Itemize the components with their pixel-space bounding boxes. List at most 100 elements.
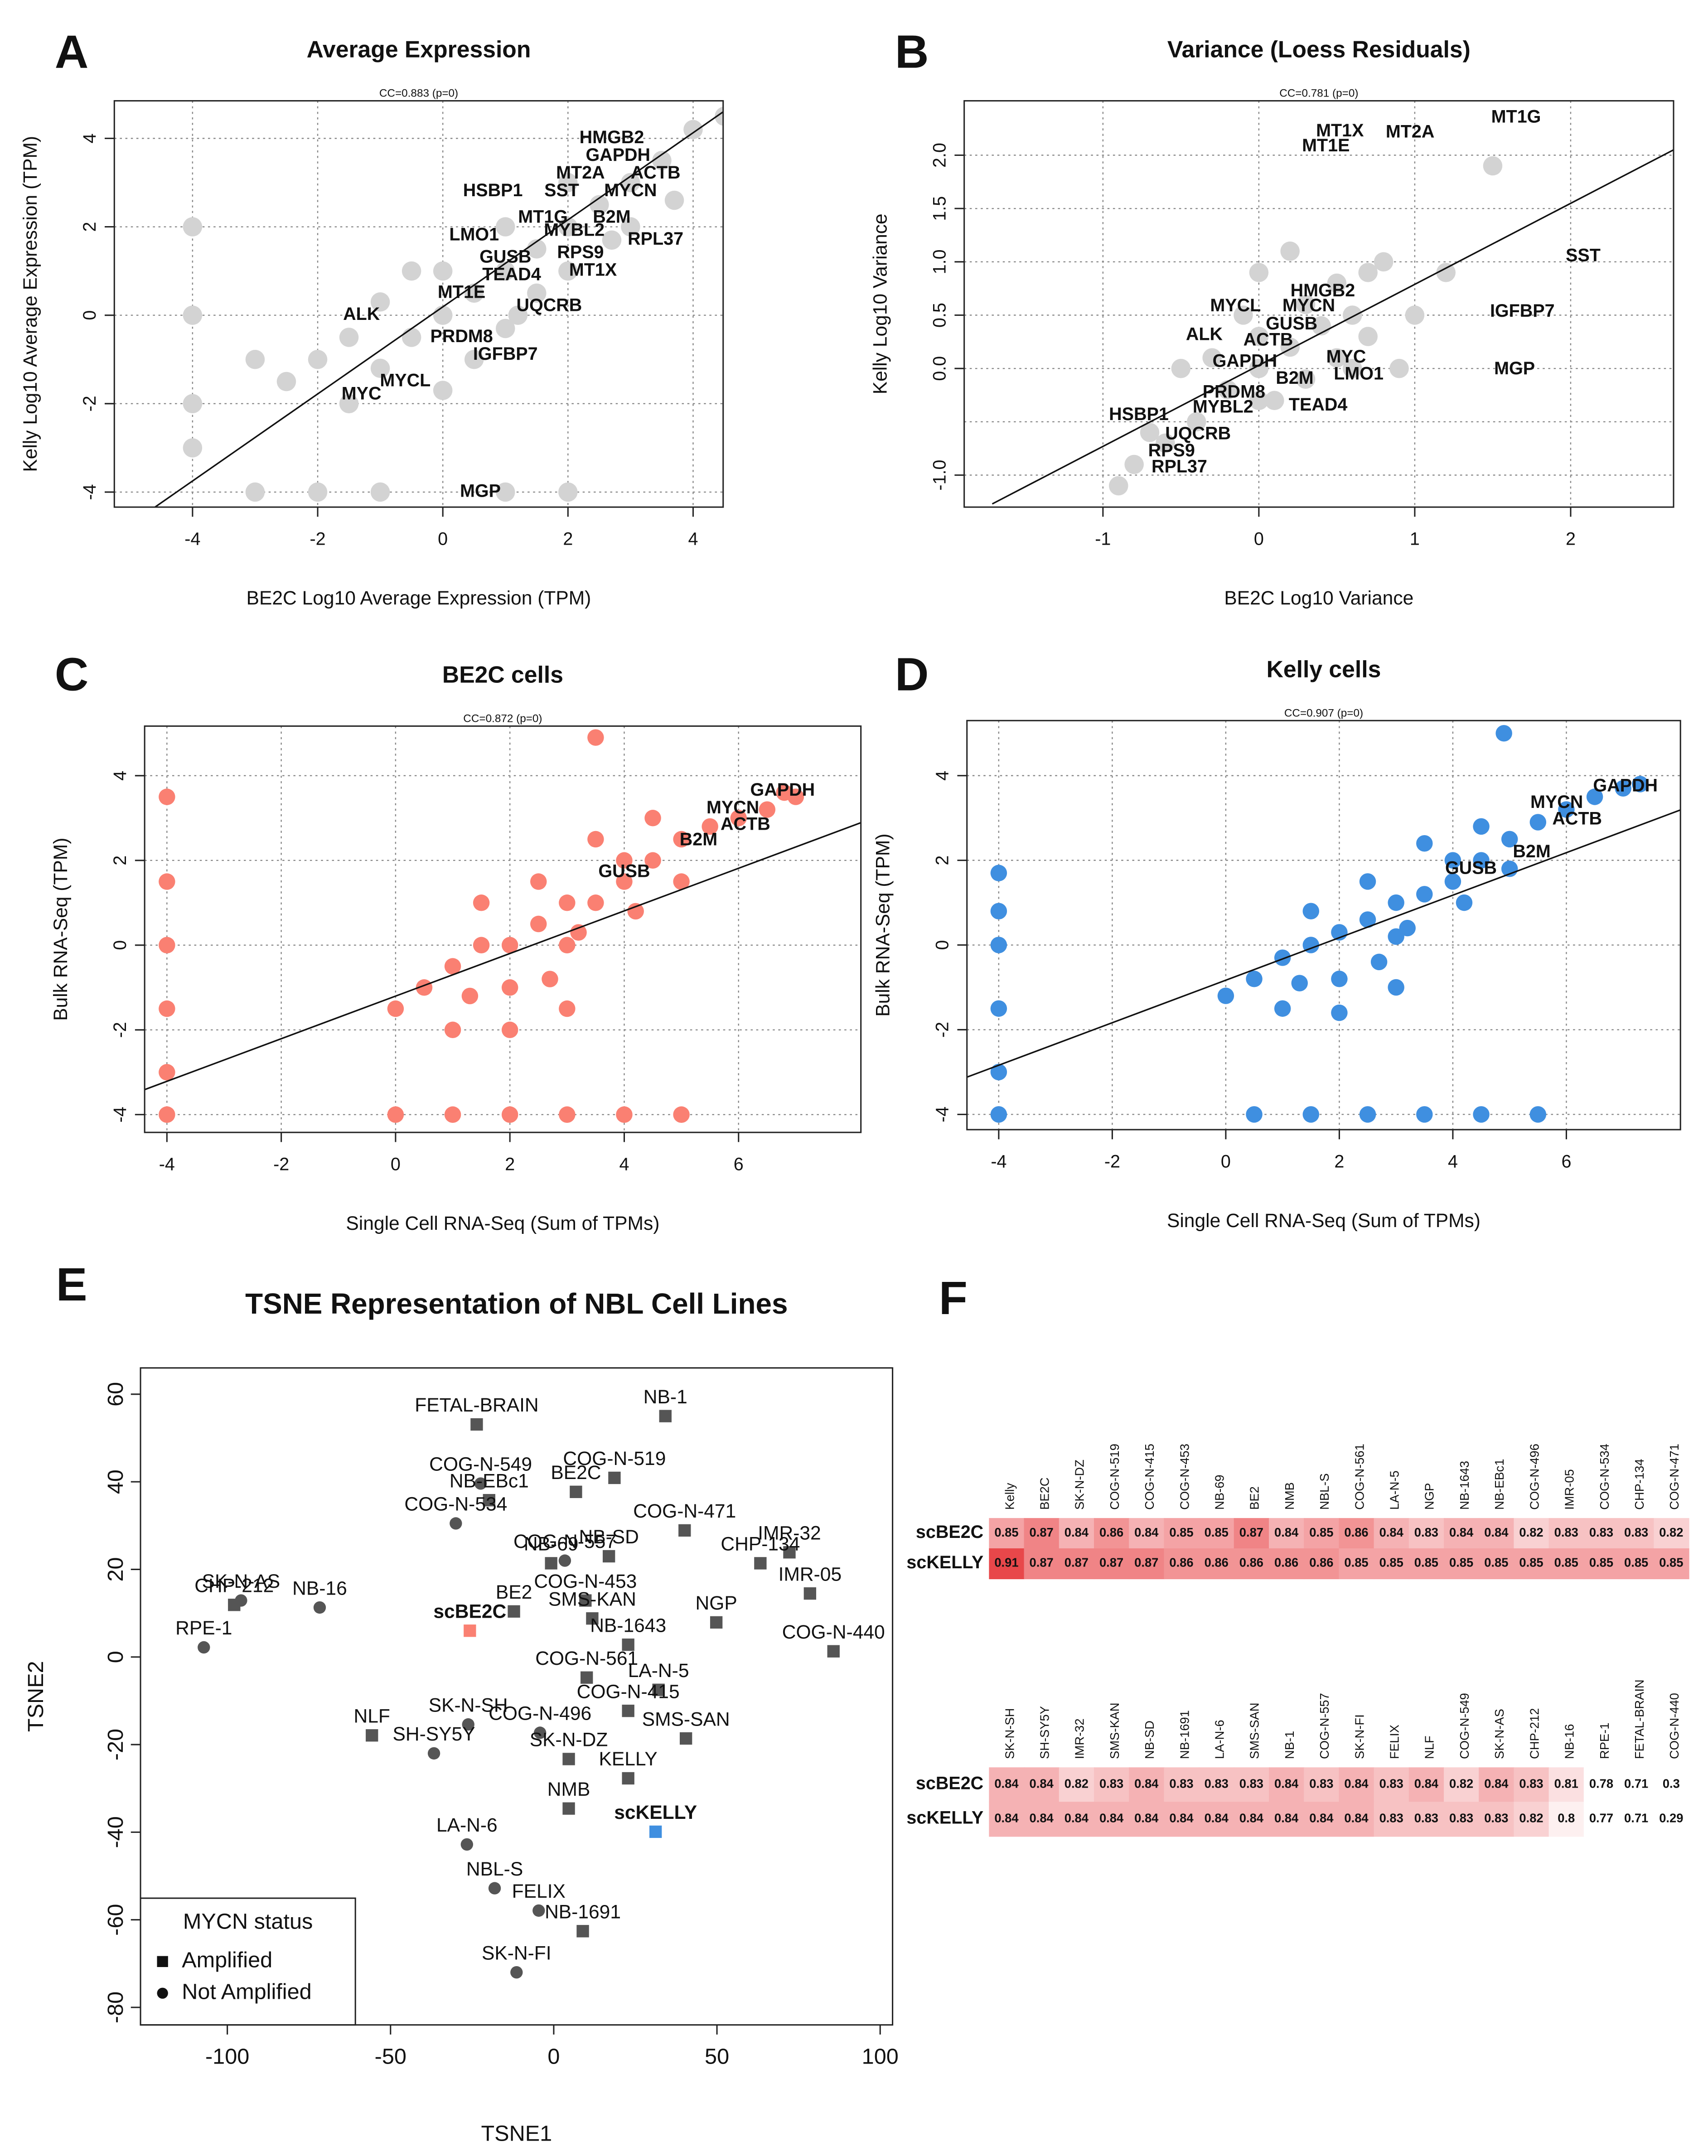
cell-value: 0.85 [1659, 1556, 1683, 1570]
sample-marker [532, 1904, 545, 1917]
point [245, 482, 265, 502]
gene-label: MGP [460, 481, 501, 501]
point [1331, 1004, 1348, 1021]
x-tick-label: 0 [391, 1154, 401, 1174]
gene-label: GUSB [1445, 858, 1497, 878]
gene-label: ACTB [1244, 329, 1293, 349]
gene-label: PRDM8 [1203, 382, 1265, 402]
y-tick-label: -20 [103, 1729, 128, 1760]
point [1265, 391, 1284, 411]
point [159, 1000, 175, 1017]
y-tick-label: 0 [110, 940, 130, 950]
chart-title: Average Expression [307, 36, 531, 63]
point [1501, 831, 1518, 848]
legend-title: MYCN status [183, 1909, 313, 1934]
sample-label: COG-N-471 [633, 1500, 736, 1522]
cell-value: 0.84 [1274, 1776, 1299, 1790]
sample-marker [576, 1925, 589, 1938]
point [558, 173, 578, 193]
column-label: LA-N-6 [1213, 1720, 1227, 1759]
gene-label: MT1X [1316, 121, 1364, 140]
sample-label: COG-N-557 [513, 1531, 616, 1552]
panel-letter: A [55, 25, 89, 77]
x-tick-label: -2 [1104, 1151, 1120, 1171]
sample-label: COG-N-561 [535, 1648, 638, 1669]
gene-label: MYCL [1210, 295, 1261, 315]
column-label: Kelly [1002, 1483, 1016, 1510]
column-label: NB-SD [1142, 1721, 1156, 1759]
sample-label: LA-N-6 [436, 1814, 498, 1836]
heat-cell [1304, 1767, 1340, 1803]
cell-value: 0.77 [1589, 1811, 1613, 1825]
point [673, 1106, 690, 1123]
cell-value: 0.84 [1239, 1811, 1264, 1825]
row-label: scKELLY [906, 1808, 983, 1828]
column-label: SK-N-AS [1492, 1709, 1506, 1759]
point [444, 1106, 461, 1123]
sample-label: SK-N-FI [482, 1942, 552, 1964]
sample-marker [622, 1639, 634, 1651]
column-label: CHP-134 [1632, 1459, 1646, 1509]
gene-label: MYCN [706, 798, 759, 817]
chart-title: BE2C cells [442, 662, 563, 688]
cell-value: 0.83 [1239, 1776, 1263, 1790]
x-tick-label: 6 [734, 1154, 744, 1174]
sample-marker [608, 1471, 621, 1484]
column-label: SK-N-SH [1002, 1708, 1016, 1759]
heat-cell [1094, 1518, 1130, 1549]
cell-value: 0.84 [1344, 1776, 1369, 1790]
cell-value: 0.85 [1449, 1556, 1473, 1570]
cell-value: 0.87 [1099, 1556, 1123, 1570]
sample-marker [483, 1494, 495, 1507]
cell-value: 0.82 [1519, 1525, 1543, 1539]
sample-marker [427, 1747, 440, 1760]
column-label: RPE-1 [1597, 1722, 1611, 1759]
heat-cell [1094, 1767, 1130, 1803]
cell-value: 0.84 [1309, 1811, 1334, 1825]
point [570, 924, 587, 941]
sample-label: COG-N-415 [577, 1681, 680, 1702]
sample-marker [649, 1825, 662, 1838]
x-tick-label: 6 [1561, 1151, 1571, 1171]
sample-marker [508, 1605, 520, 1618]
point [1234, 305, 1253, 325]
y-tick-label: -60 [103, 1904, 128, 1936]
cell-value: 0.83 [1554, 1525, 1578, 1539]
sample-marker [602, 1550, 615, 1563]
point [559, 1106, 576, 1123]
heat-cell [1199, 1802, 1235, 1837]
x-tick-label: -100 [205, 2044, 249, 2069]
point [183, 438, 203, 458]
point [1108, 476, 1128, 496]
heat-cell [1024, 1802, 1060, 1837]
y-axis-label: Bulk RNA-Seq (TPM) [50, 838, 72, 1021]
heat-cell [1129, 1802, 1165, 1837]
point [1274, 1000, 1291, 1017]
cell-value: 0.87 [1030, 1556, 1054, 1570]
fit-line [145, 822, 861, 1091]
cell-value: 0.84 [1134, 1811, 1159, 1825]
gene-label: MYBL2 [544, 220, 605, 240]
heat-cell [1619, 1802, 1655, 1837]
point [990, 865, 1007, 881]
cell-value: 0.82 [1064, 1776, 1089, 1790]
point [1370, 953, 1388, 971]
point [159, 1064, 175, 1081]
panel-letter: B [895, 25, 929, 77]
column-label: COG-N-557 [1317, 1693, 1331, 1759]
gene-label: MT1G [518, 207, 568, 227]
sample-marker [198, 1641, 210, 1654]
heat-cell [1269, 1802, 1305, 1837]
column-label: COG-N-440 [1667, 1693, 1681, 1759]
heat-cell [1339, 1767, 1374, 1803]
x-tick-label: 4 [619, 1154, 629, 1174]
heat-cell [1094, 1548, 1130, 1580]
point [673, 873, 690, 890]
row-label: scBE2C [916, 1774, 983, 1793]
y-tick-label: 40 [103, 1470, 128, 1494]
heat-cell [1514, 1802, 1549, 1837]
column-label: SMS-SAN [1248, 1702, 1262, 1759]
column-label: NGP [1423, 1483, 1437, 1510]
cell-value: 0.84 [994, 1776, 1019, 1790]
point [990, 1106, 1007, 1123]
